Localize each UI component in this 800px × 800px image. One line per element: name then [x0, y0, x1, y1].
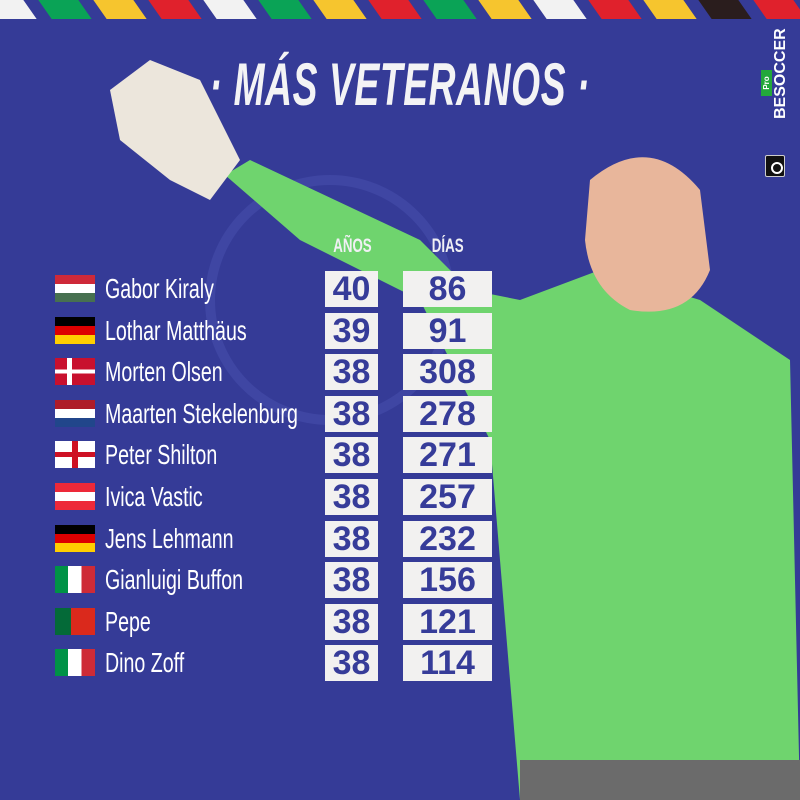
- days-value: 86: [403, 271, 492, 307]
- player-row: Morten Olsen 38 308: [0, 352, 800, 392]
- flag-italy: [55, 649, 95, 677]
- flag-denmark: [55, 358, 95, 386]
- years-value: 38: [325, 603, 378, 640]
- player-name: Gabor Kiraly: [105, 273, 214, 304]
- flag-hungary: [55, 275, 95, 302]
- flag-italy: [55, 566, 95, 594]
- flag-austria: [55, 483, 95, 510]
- field-icon: [765, 155, 785, 177]
- flag-portugal: [55, 607, 95, 635]
- player-name: Lothar Matthäus: [105, 314, 247, 346]
- brand-tag-badge: Pro: [761, 70, 772, 96]
- flag-england: [55, 441, 95, 469]
- days-value: 232: [403, 520, 492, 557]
- player-row: Lothar Matthäus 39 91: [0, 311, 800, 351]
- player-row: Ivica Vastic 38 257: [0, 477, 800, 517]
- years-value: 38: [325, 437, 378, 474]
- days-value: 156: [403, 562, 492, 599]
- player-row: Maarten Stekelenburg 38 278: [0, 394, 800, 434]
- player-row: Gabor Kiraly 40 86: [0, 269, 800, 309]
- player-name: Jens Lehmann: [105, 522, 234, 554]
- flag-germany: [55, 524, 95, 552]
- days-header: DÍAS: [431, 236, 464, 257]
- days-value: 121: [403, 603, 492, 640]
- besoccer-logo: BESOCCER Pro: [761, 28, 789, 177]
- years-value: 38: [325, 395, 378, 432]
- days-value: 257: [403, 479, 492, 515]
- player-name: Morten Olsen: [105, 356, 223, 388]
- player-row: Peter Shilton 38 271: [0, 435, 800, 475]
- flag-germany: [55, 316, 95, 344]
- flag-netherlands: [55, 399, 95, 427]
- days-value: 278: [403, 395, 492, 432]
- years-value: 38: [325, 645, 378, 682]
- years-value: 38: [325, 520, 378, 557]
- brand-tag: Pro: [762, 76, 771, 90]
- player-name: Pepe: [105, 605, 151, 637]
- player-name: Dino Zoff: [105, 647, 185, 679]
- days-value: 308: [403, 354, 492, 391]
- years-value: 40: [325, 271, 378, 307]
- brand-name: BESOCCER: [772, 28, 789, 119]
- player-row: Pepe 38 121: [0, 602, 800, 642]
- years-value: 38: [325, 354, 378, 391]
- days-value: 271: [403, 437, 492, 474]
- years-value: 39: [325, 312, 378, 349]
- player-row: Jens Lehmann 38 232: [0, 519, 800, 559]
- player-name: Maarten Stekelenburg: [105, 397, 298, 429]
- player-name: Ivica Vastic: [105, 481, 203, 512]
- player-name: Peter Shilton: [105, 439, 218, 471]
- years-value: 38: [325, 479, 378, 515]
- page-title: · MÁS VETERANOS ·: [209, 51, 591, 118]
- player-row: Dino Zoff 38 114: [0, 643, 800, 683]
- days-value: 114: [403, 645, 492, 682]
- days-value: 91: [403, 312, 492, 349]
- player-name: Gianluigi Buffon: [105, 564, 244, 596]
- years-value: 38: [325, 562, 378, 599]
- years-header: AÑOS: [333, 236, 372, 257]
- player-row: Gianluigi Buffon 38 156: [0, 560, 800, 600]
